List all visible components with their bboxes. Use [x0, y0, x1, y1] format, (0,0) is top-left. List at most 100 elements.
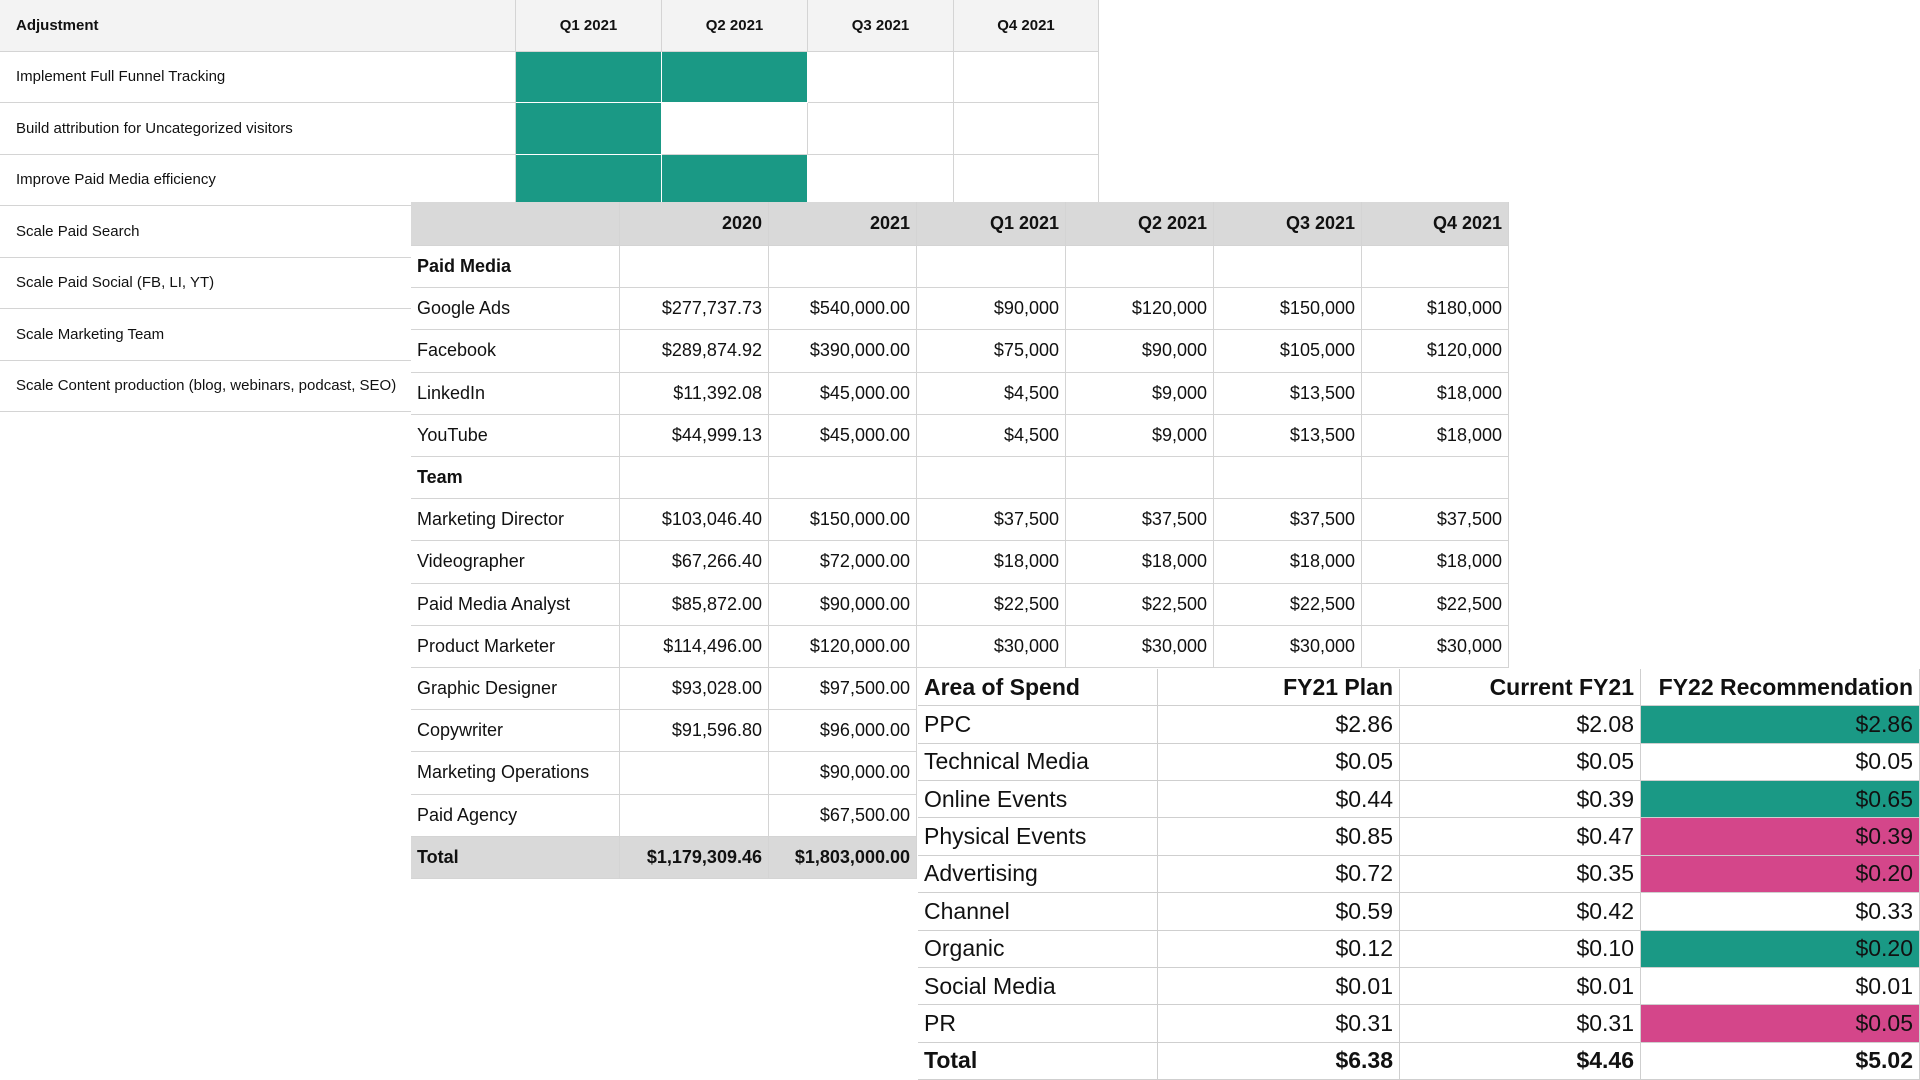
total-cell: $6.38: [1158, 1042, 1400, 1080]
header-cell: Adjustment: [0, 0, 516, 52]
value-cell: $0.47: [1400, 818, 1641, 856]
value-cell: $0.12: [1158, 930, 1400, 968]
row-label: Paid Agency: [411, 794, 620, 837]
value-cell: $2.86: [1641, 706, 1920, 744]
value-cell: $75,000: [917, 330, 1066, 373]
row-label: Online Events: [918, 781, 1158, 819]
value-cell: $0.65: [1641, 781, 1920, 819]
row-label: Videographer: [411, 541, 620, 584]
value-cell: $2.08: [1400, 706, 1641, 744]
value-cell: $0.33: [1641, 893, 1920, 931]
value-cell: $120,000: [1362, 330, 1509, 373]
value-cell: [1214, 457, 1362, 500]
timeline-cell: [516, 103, 662, 155]
value-cell: $67,266.40: [620, 541, 769, 584]
header-cell: Q2 2021: [662, 0, 808, 52]
total-label: Total: [411, 836, 620, 879]
value-cell: $150,000.00: [769, 499, 917, 542]
value-cell: $37,500: [1362, 499, 1509, 542]
value-cell: $0.20: [1641, 855, 1920, 894]
value-cell: $13,500: [1214, 372, 1362, 415]
value-cell: [1066, 457, 1214, 500]
value-cell: $30,000: [1066, 625, 1214, 668]
value-cell: $0.01: [1158, 967, 1400, 1006]
row-label: Build attribution for Uncategorized visi…: [0, 103, 516, 155]
header-cell: [411, 202, 620, 246]
value-cell: $22,500: [917, 583, 1066, 626]
value-cell: $22,500: [1362, 583, 1509, 626]
value-cell: $11,392.08: [620, 372, 769, 415]
value-cell: $0.05: [1641, 743, 1920, 782]
row-label: Marketing Operations: [411, 752, 620, 795]
value-cell: [1362, 246, 1509, 289]
value-cell: $0.20: [1641, 930, 1920, 968]
value-cell: $180,000: [1362, 288, 1509, 331]
row-label: Improve Paid Media efficiency: [0, 154, 516, 206]
row-label: Social Media: [918, 967, 1158, 1006]
value-cell: [917, 457, 1066, 500]
value-cell: $0.59: [1158, 893, 1400, 931]
value-cell: $0.01: [1400, 967, 1641, 1006]
value-cell: $4,500: [917, 372, 1066, 415]
value-cell: $120,000: [1066, 288, 1214, 331]
value-cell: [620, 752, 769, 795]
row-label: Implement Full Funnel Tracking: [0, 51, 516, 103]
value-cell: $67,500.00: [769, 794, 917, 837]
timeline-cell: [662, 154, 808, 206]
value-cell: $0.10: [1400, 930, 1641, 968]
value-cell: $4,500: [917, 414, 1066, 457]
value-cell: [1362, 457, 1509, 500]
total-cell: $5.02: [1641, 1042, 1920, 1080]
value-cell: $22,500: [1214, 583, 1362, 626]
row-label: Physical Events: [918, 818, 1158, 856]
row-label: Graphic Designer: [411, 668, 620, 711]
header-cell: Area of Spend: [918, 669, 1158, 707]
value-cell: $22,500: [1066, 583, 1214, 626]
header-cell: 2020: [620, 202, 769, 246]
timeline-cell: [808, 51, 954, 103]
value-cell: $90,000: [917, 288, 1066, 331]
row-label: Organic: [918, 930, 1158, 968]
row-label: YouTube: [411, 414, 620, 457]
header-cell: FY21 Plan: [1158, 669, 1400, 707]
value-cell: $0.85: [1158, 818, 1400, 856]
value-cell: [917, 246, 1066, 289]
value-cell: [1214, 246, 1362, 289]
value-cell: $120,000.00: [769, 625, 917, 668]
header-cell: Q1 2021: [917, 202, 1066, 246]
row-label: Copywriter: [411, 710, 620, 753]
row-label: Channel: [918, 893, 1158, 931]
timeline-cell: [954, 51, 1099, 103]
header-cell: Q3 2021: [808, 0, 954, 52]
value-cell: $114,496.00: [620, 625, 769, 668]
timeline-cell: [954, 103, 1099, 155]
header-cell: Q4 2021: [954, 0, 1099, 52]
value-cell: $90,000: [1066, 330, 1214, 373]
header-cell: Current FY21: [1400, 669, 1641, 707]
value-cell: $90,000.00: [769, 752, 917, 795]
value-cell: $18,000: [1362, 414, 1509, 457]
value-cell: $0.35: [1400, 855, 1641, 894]
value-cell: $18,000: [917, 541, 1066, 584]
value-cell: $45,000.00: [769, 372, 917, 415]
row-label: PR: [918, 1005, 1158, 1043]
value-cell: $0.39: [1641, 818, 1920, 856]
value-cell: $45,000.00: [769, 414, 917, 457]
header-cell: Q2 2021: [1066, 202, 1214, 246]
value-cell: $9,000: [1066, 414, 1214, 457]
value-cell: $30,000: [917, 625, 1066, 668]
value-cell: $91,596.80: [620, 710, 769, 753]
timeline-cell: [954, 154, 1099, 206]
value-cell: $0.31: [1158, 1005, 1400, 1043]
value-cell: $85,872.00: [620, 583, 769, 626]
value-cell: [769, 246, 917, 289]
value-cell: $44,999.13: [620, 414, 769, 457]
value-cell: $18,000: [1066, 541, 1214, 584]
total-cell: $1,179,309.46: [620, 836, 769, 879]
row-label: Marketing Director: [411, 499, 620, 542]
value-cell: $2.86: [1158, 706, 1400, 744]
value-cell: $0.39: [1400, 781, 1641, 819]
total-cell: Total: [918, 1042, 1158, 1080]
header-cell: 2021: [769, 202, 917, 246]
value-cell: [620, 246, 769, 289]
